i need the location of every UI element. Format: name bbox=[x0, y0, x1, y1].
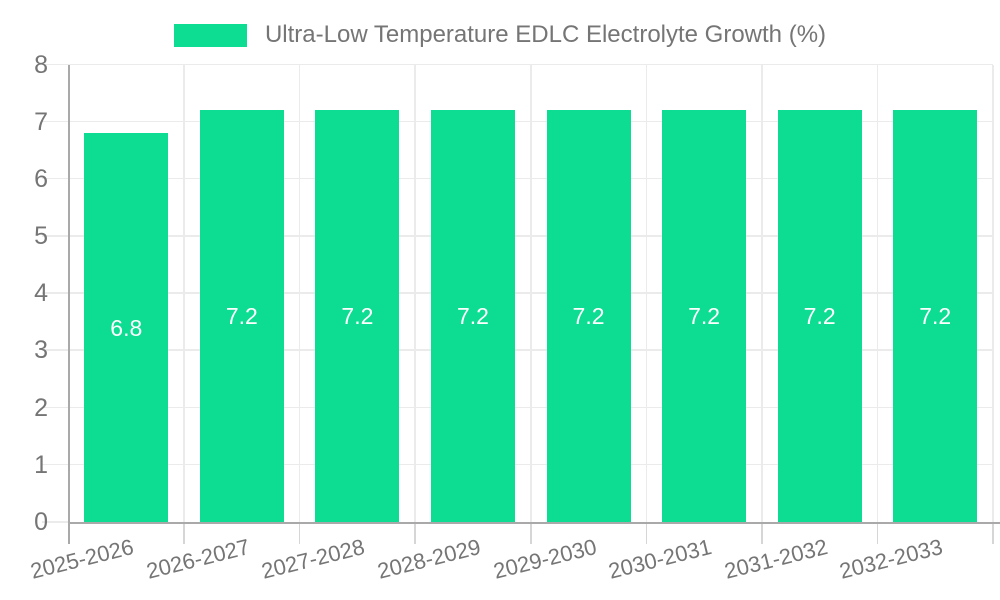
y-axis-tick bbox=[42, 349, 69, 351]
y-axis-tick bbox=[42, 292, 69, 294]
bar-value-label: 7.2 bbox=[803, 303, 836, 330]
bar[interactable] bbox=[777, 110, 862, 522]
gridline-vertical bbox=[183, 64, 185, 522]
bar-value-label: 7.2 bbox=[572, 303, 605, 330]
y-axis-tick bbox=[42, 521, 69, 523]
bar[interactable] bbox=[430, 110, 515, 522]
bar-value-label: 7.2 bbox=[341, 303, 374, 330]
bar-value-label: 7.2 bbox=[225, 303, 258, 330]
x-axis-category-label: 2028-2029 bbox=[374, 534, 484, 584]
y-axis-tick-label: 6 bbox=[34, 164, 48, 193]
x-axis-tick bbox=[183, 524, 185, 544]
gridline-horizontal bbox=[68, 63, 993, 65]
bar-value-label: 7.2 bbox=[456, 303, 489, 330]
x-axis-tick bbox=[645, 524, 648, 544]
bar[interactable] bbox=[199, 110, 284, 522]
bar-value-label: 6.8 bbox=[110, 314, 143, 341]
bar[interactable] bbox=[84, 133, 169, 522]
bar[interactable] bbox=[315, 110, 400, 522]
gridline-vertical bbox=[876, 64, 879, 522]
x-axis-tick bbox=[298, 524, 301, 544]
x-axis-tick bbox=[414, 524, 416, 544]
x-axis-category-label: 2030-2031 bbox=[606, 534, 715, 584]
gridline-vertical bbox=[992, 64, 994, 522]
y-axis-tick bbox=[42, 406, 69, 409]
y-axis-tick-label: 2 bbox=[34, 393, 48, 422]
y-axis-line bbox=[67, 64, 70, 544]
x-axis-category-label: 2026-2027 bbox=[143, 534, 252, 584]
gridline-vertical bbox=[645, 64, 648, 522]
x-axis-category-label: 2027-2028 bbox=[259, 534, 368, 584]
legend-label: Ultra-Low Temperature EDLC Electrolyte G… bbox=[264, 21, 827, 48]
y-axis-tick-label: 1 bbox=[34, 450, 48, 479]
x-axis-category-label: 2029-2030 bbox=[490, 534, 599, 584]
x-axis-category-label: 2025-2026 bbox=[28, 534, 137, 584]
bar[interactable] bbox=[546, 110, 631, 522]
y-axis-tick-label: 0 bbox=[34, 508, 48, 536]
gridline-vertical bbox=[761, 64, 763, 522]
y-axis-tick-label: 7 bbox=[34, 107, 48, 136]
x-axis-category-label: 2032-2033 bbox=[837, 534, 946, 584]
x-axis-tick bbox=[876, 524, 879, 544]
gridline-vertical bbox=[298, 64, 301, 522]
y-axis-tick bbox=[42, 235, 69, 237]
legend-swatch-icon bbox=[173, 23, 247, 47]
x-axis-category-label: 2031-2032 bbox=[721, 534, 830, 584]
gridline-vertical bbox=[414, 64, 416, 522]
x-axis-tick bbox=[530, 524, 532, 544]
y-axis-tick bbox=[42, 63, 69, 65]
y-axis-tick-label: 3 bbox=[34, 336, 48, 365]
y-axis-tick-label: 4 bbox=[34, 279, 48, 308]
y-axis-tick bbox=[42, 120, 69, 123]
y-axis-tick bbox=[42, 463, 69, 466]
gridline-vertical bbox=[530, 64, 532, 522]
legend[interactable]: Ultra-Low Temperature EDLC Electrolyte G… bbox=[0, 21, 1000, 49]
y-axis-tick-label: 5 bbox=[34, 222, 48, 251]
bar[interactable] bbox=[893, 110, 978, 522]
x-axis-tick bbox=[761, 524, 763, 544]
bar-value-label: 7.2 bbox=[919, 303, 952, 330]
y-axis-tick-label: 8 bbox=[34, 50, 48, 79]
x-axis-tick bbox=[992, 524, 994, 544]
y-axis-tick bbox=[42, 177, 69, 180]
x-axis-line bbox=[67, 522, 1000, 524]
bar[interactable] bbox=[662, 110, 747, 522]
bar-value-label: 7.2 bbox=[688, 303, 721, 330]
